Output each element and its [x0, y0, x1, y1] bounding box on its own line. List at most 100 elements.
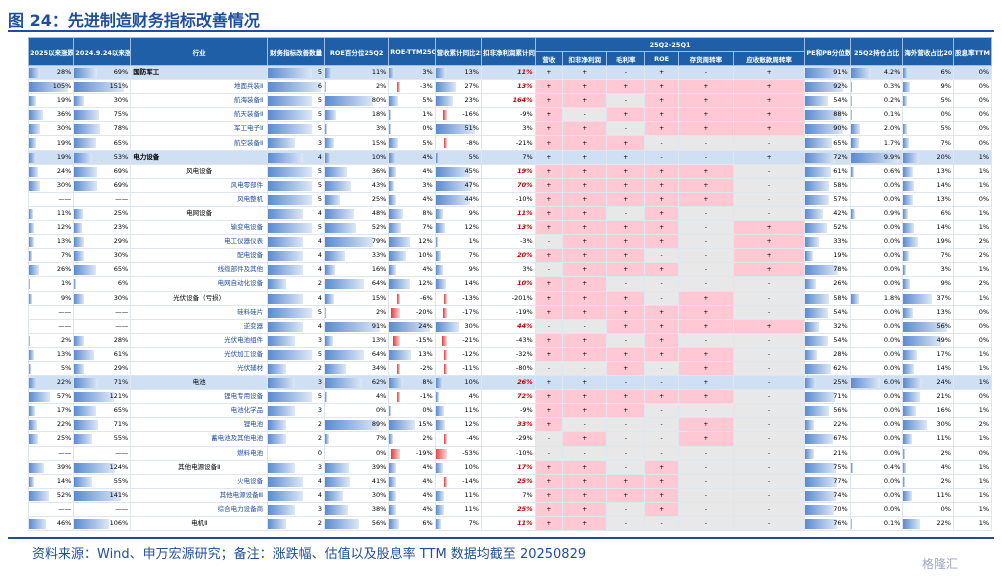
cell-improve-count-value: 5: [317, 223, 323, 232]
cell-netprofit-yoy: 20%: [480, 248, 536, 264]
cell-holding-value: 0.0%: [883, 307, 901, 316]
cell-dividend: 0%: [952, 93, 993, 109]
cell-ytd-change-value: 25%: [56, 434, 72, 443]
cell-improve-count-value: 6: [317, 82, 323, 91]
cell-industry-name: 配电设备: [130, 248, 269, 264]
cell-netprofit-yoy: 164%: [480, 93, 536, 109]
cell-roe-percentile-value: 16%: [371, 265, 387, 274]
change-sign: +: [659, 167, 665, 175]
cell-overseas-value: 20%: [936, 152, 951, 161]
cell-change-3: +: [644, 205, 679, 222]
cell-change-1: +: [562, 177, 608, 193]
cell-change-5: +: [732, 79, 806, 95]
cell-pe-pb-percentile-value: 92%: [833, 82, 848, 91]
cell-since-924-change-value: ——: [115, 321, 129, 330]
cell-dividend-value: 0%: [978, 307, 989, 316]
cell-improve-count: 2: [267, 431, 326, 447]
cell-revenue-yoy: -21%: [434, 332, 482, 348]
cell-holding: 1.8%: [849, 290, 904, 306]
change-sign: +: [546, 520, 552, 528]
change-sign: -: [767, 195, 771, 203]
cell-ytd-change-value: 2%: [60, 335, 72, 344]
change-sign: +: [623, 195, 629, 203]
data-bar: [325, 490, 344, 501]
cell-netprofit-yoy-value: -19%: [515, 307, 533, 316]
cell-roe-ttm-value: 4%: [422, 490, 433, 499]
cell-roe-ttm: 15%: [388, 417, 436, 433]
cell-since-924-change: 69%: [73, 177, 132, 193]
cell-pe-pb-percentile: 26%: [804, 276, 851, 292]
change-sign: +: [623, 350, 629, 358]
change-sign: -: [767, 407, 771, 415]
cell-since-924-change-value: 30%: [113, 251, 129, 260]
cell-roe-ttm-value: 0%: [422, 124, 433, 133]
cell-holding-value: 0.0%: [883, 476, 901, 485]
cell-since-924-change: 69%: [73, 64, 132, 81]
cell-roe-percentile-value: 33%: [371, 251, 387, 260]
change-sign: -: [660, 421, 663, 429]
cell-change-1: +: [562, 121, 608, 137]
cell-netprofit-yoy-value: 70%: [517, 180, 533, 189]
cell-ytd-change-value: 13%: [56, 237, 72, 246]
cell-industry-name-value: 硅料硅片: [237, 307, 264, 316]
data-bar: [805, 279, 817, 290]
cell-pe-pb-percentile: 91%: [804, 64, 851, 81]
cell-since-924-change: 151%: [73, 79, 132, 95]
data-bar: [29, 476, 35, 487]
cell-pe-pb-percentile: 25%: [804, 375, 851, 391]
cell-since-924-change-value: 29%: [113, 237, 129, 246]
cell-overseas: 16%: [902, 403, 954, 419]
change-sign: +: [546, 336, 552, 344]
data-bar: [268, 279, 286, 290]
cell-roe-ttm-value: 5%: [422, 96, 433, 105]
data-bar: [805, 349, 817, 360]
cell-improve-count-value: 2: [317, 364, 323, 373]
cell-revenue-yoy-value: 44%: [464, 194, 479, 203]
cell-overseas-value: 5%: [940, 124, 951, 133]
cell-overseas-value: 9%: [940, 279, 951, 288]
cell-roe-ttm: -2%: [388, 360, 436, 377]
change-sign: +: [546, 407, 552, 415]
cell-holding: 0.0%: [849, 389, 904, 405]
cell-netprofit-yoy-value: 33%: [517, 420, 533, 429]
cell-holding-value: 0.0%: [883, 279, 901, 288]
cell-revenue-yoy-value: -12%: [462, 349, 479, 358]
cell-roe-percentile-value: 10%: [371, 152, 387, 161]
cell-dividend: 1%: [952, 360, 993, 377]
data-bar: [903, 68, 909, 78]
cell-netprofit-yoy: -3%: [480, 234, 536, 250]
cell-overseas: 30%: [902, 417, 954, 433]
cell-revenue-yoy: 7%: [434, 248, 482, 264]
change-sign: -: [767, 365, 771, 373]
cell-overseas-value: 2%: [940, 476, 951, 485]
cell-netprofit-yoy: 26%: [480, 375, 536, 391]
cell-revenue-yoy-value: 47%: [464, 180, 479, 189]
data-bar: [903, 265, 906, 276]
cell-change-2: -: [606, 121, 646, 137]
change-sign: -: [704, 139, 707, 147]
cell-improve-count: 4: [267, 318, 326, 334]
cell-industry-name-value: 电网自动化设备: [217, 279, 264, 288]
cell-netprofit-yoy-value: 17%: [517, 462, 533, 471]
cell-change-4: -: [677, 149, 734, 165]
cell-pe-pb-percentile-value: 52%: [833, 223, 848, 232]
cell-pe-pb-percentile-value: 72%: [833, 152, 848, 161]
data-bar: [29, 237, 34, 248]
cell-roe-percentile-value: 3%: [375, 124, 387, 133]
cell-dividend: 0%: [952, 135, 993, 151]
change-sign: -: [583, 322, 586, 330]
cell-change-4: -: [677, 445, 734, 461]
cell-roe-percentile-value: 18%: [371, 110, 387, 119]
cell-holding: 0.0%: [849, 417, 904, 433]
cell-change-0: +: [534, 417, 564, 433]
cell-roe-percentile-value: 0%: [375, 448, 387, 457]
cell-since-924-change: 53%: [73, 149, 132, 165]
cell-change-4: -: [677, 220, 734, 236]
change-sign: +: [582, 238, 588, 246]
table-row: 30% 78% 军工电子Ⅱ 5 3% 0% 51% 3% + + - + + +90% 2.0% 5% 0%: [27, 121, 993, 137]
cell-change-5: -: [732, 403, 806, 419]
cell-roe-percentile: 36%: [324, 163, 390, 179]
cell-revenue-yoy: -8%: [434, 135, 482, 151]
cell-dividend: 1%: [952, 459, 993, 475]
cell-roe-percentile-value: 41%: [371, 476, 387, 485]
